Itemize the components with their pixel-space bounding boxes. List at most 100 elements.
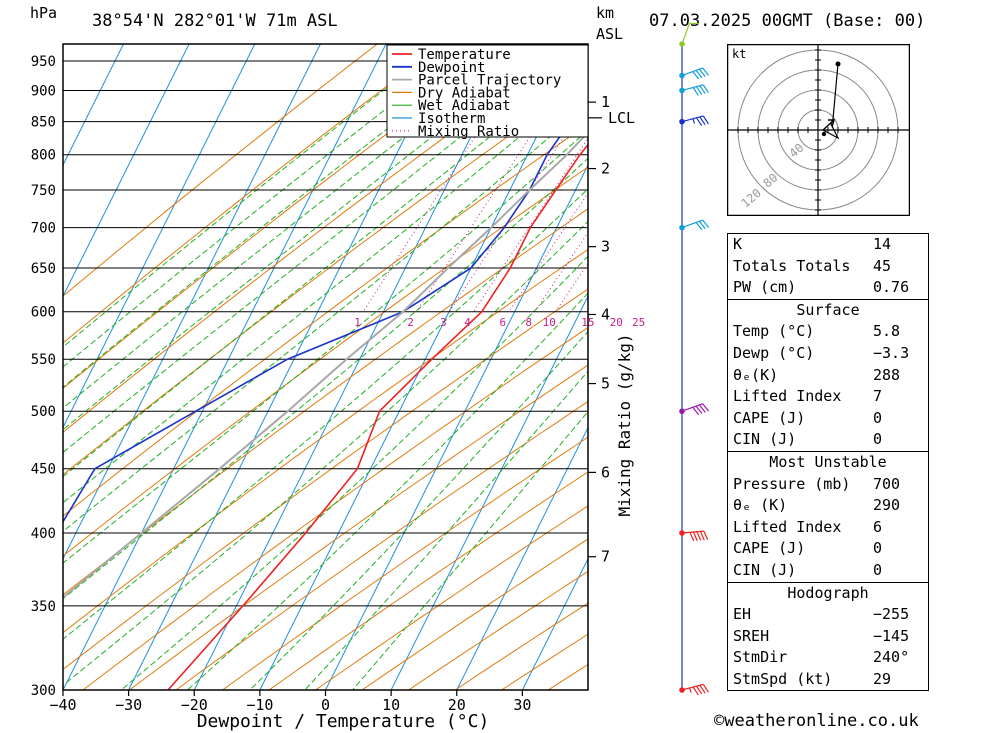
mu-pressure-row: Pressure (mb) 700 (728, 474, 928, 496)
totals-totals-value: 45 (873, 256, 892, 275)
k-index-row: K 14 (728, 234, 928, 256)
wet-adiabat-line (63, 54, 588, 478)
dry-adiabat-line (63, 44, 444, 344)
x-tick-label: 30 (513, 696, 531, 714)
pressure-unit-label: hPa (30, 4, 58, 22)
pressure-tick-label: 900 (31, 83, 56, 99)
eh-label: EH (733, 605, 752, 624)
wind-barb (681, 84, 709, 96)
isotherm-line (193, 44, 518, 690)
hodograph-top-point (835, 61, 841, 67)
mixing-ratio-label: 8 (525, 316, 532, 329)
x-tick-label: 10 (382, 696, 400, 714)
x-tick-label: −40 (49, 696, 76, 714)
x-tick-label: 20 (448, 696, 466, 714)
pressure-tick-label: 600 (31, 305, 56, 321)
legend-entry: Wet Adiabat (418, 98, 511, 114)
hodograph: kt 40 80 120 (727, 44, 910, 216)
wet-adiabat-line (304, 370, 588, 690)
wind-barb (681, 530, 709, 542)
legend-entry: Dry Adiabat (418, 85, 511, 101)
parcel-trajectory-line (63, 130, 588, 599)
dry-adiabat-line (82, 326, 588, 690)
eh-row: EH −255 (728, 604, 928, 626)
legend-entry: Temperature (418, 47, 511, 63)
stmspd-value: 29 (873, 669, 892, 688)
isotherm-line (128, 44, 453, 690)
mu-pressure-value: 700 (873, 474, 901, 493)
indices-panel: K 14 Totals Totals 45 PW (cm) 0.76 Surface … (727, 233, 929, 692)
mixing-ratio-label: 10 (543, 316, 556, 329)
wind-barb (681, 115, 709, 127)
mu-theta-label: θₑ (K) (733, 496, 788, 515)
isotherm-line (63, 44, 256, 429)
mixing-ratio-label: 6 (499, 316, 506, 329)
isotherm-line (259, 44, 584, 690)
x-tick-label: −20 (181, 696, 208, 714)
stmdir-row: StmDir 240° (728, 647, 928, 669)
wet-adiabat-line (63, 157, 588, 600)
pressure-tick-label: 500 (31, 404, 56, 420)
km-tick-label: 4 (601, 305, 610, 323)
k-index-value: 14 (873, 235, 892, 253)
pressure-tick-label: 650 (31, 261, 56, 277)
isotherm-line (63, 44, 124, 167)
surface-temp-value: 5.8 (873, 322, 901, 341)
km-tick-label: 3 (601, 238, 610, 256)
mu-cape-label: CAPE (J) (733, 539, 806, 558)
isotherm-line (63, 44, 321, 560)
asl-label: ASL (596, 25, 624, 43)
mu-li-row: Lifted Index 6 (728, 517, 928, 539)
mixing-ratio-label: 25 (632, 316, 645, 329)
surface-temp-row: Temp (°C) 5.8 (728, 321, 928, 343)
lcl-label: LCL (608, 109, 635, 127)
surface-li-value: 7 (873, 387, 883, 406)
km-tick-label: 6 (601, 463, 610, 481)
isotherm-line (63, 44, 387, 690)
storm-motion-point (821, 131, 827, 137)
x-tick-label: 0 (321, 696, 330, 714)
dry-adiabat-line (268, 471, 588, 690)
pw-row: PW (cm) 0.76 (728, 277, 928, 299)
surface-theta-label: θₑ(K) (733, 365, 779, 384)
dry-adiabat-line (128, 364, 588, 690)
wet-adiabat-line (63, 78, 588, 504)
x-axis-label: Dewpoint / Temperature (°C) (197, 711, 490, 732)
dry-adiabat-line (63, 248, 588, 634)
wet-adiabat-line (63, 129, 588, 564)
stmdir-value: 240° (873, 648, 910, 667)
hodograph-unit: kt (732, 47, 746, 61)
isotherm-line (456, 426, 588, 690)
stmspd-label: StmSpd (kt) (733, 669, 833, 688)
dry-adiabat-line (63, 44, 379, 297)
wet-adiabat-line (186, 292, 588, 690)
hodograph-trace (822, 63, 840, 140)
pressure-tick-label: 350 (31, 599, 56, 615)
mu-theta-row: θₑ (K) 290 (728, 495, 928, 517)
surface-li-row: Lifted Index 7 (728, 386, 928, 408)
mixing-ratio-line (448, 99, 588, 312)
pressure-tick-label: 850 (31, 115, 56, 131)
dry-adiabat-line (314, 505, 588, 690)
surface-cape-value: 0 (873, 408, 883, 427)
surface-cape-label: CAPE (J) (733, 408, 806, 427)
mu-cin-value: 0 (873, 560, 883, 579)
most-unstable-title: Most Unstable (769, 452, 887, 471)
mu-pressure-label: Pressure (mb) (733, 474, 851, 493)
surface-cape-row: CAPE (J) 0 (728, 408, 928, 430)
legend-entry: Mixing Ratio (418, 124, 519, 140)
surface-temp-label: Temp (°C) (733, 322, 815, 341)
x-tick-label: −30 (115, 696, 142, 714)
mu-cape-value: 0 (873, 539, 883, 558)
sreh-label: SREH (733, 626, 770, 645)
surface-theta-value: 288 (873, 365, 901, 384)
wind-barb (681, 22, 700, 45)
temperature-line (167, 143, 588, 690)
pressure-tick-label: 300 (31, 683, 56, 699)
mixing-ratio-label: 2 (407, 316, 414, 329)
dry-adiabat-line (63, 208, 588, 596)
mu-li-label: Lifted Index (733, 517, 842, 536)
mu-cin-label: CIN (J) (733, 560, 797, 579)
